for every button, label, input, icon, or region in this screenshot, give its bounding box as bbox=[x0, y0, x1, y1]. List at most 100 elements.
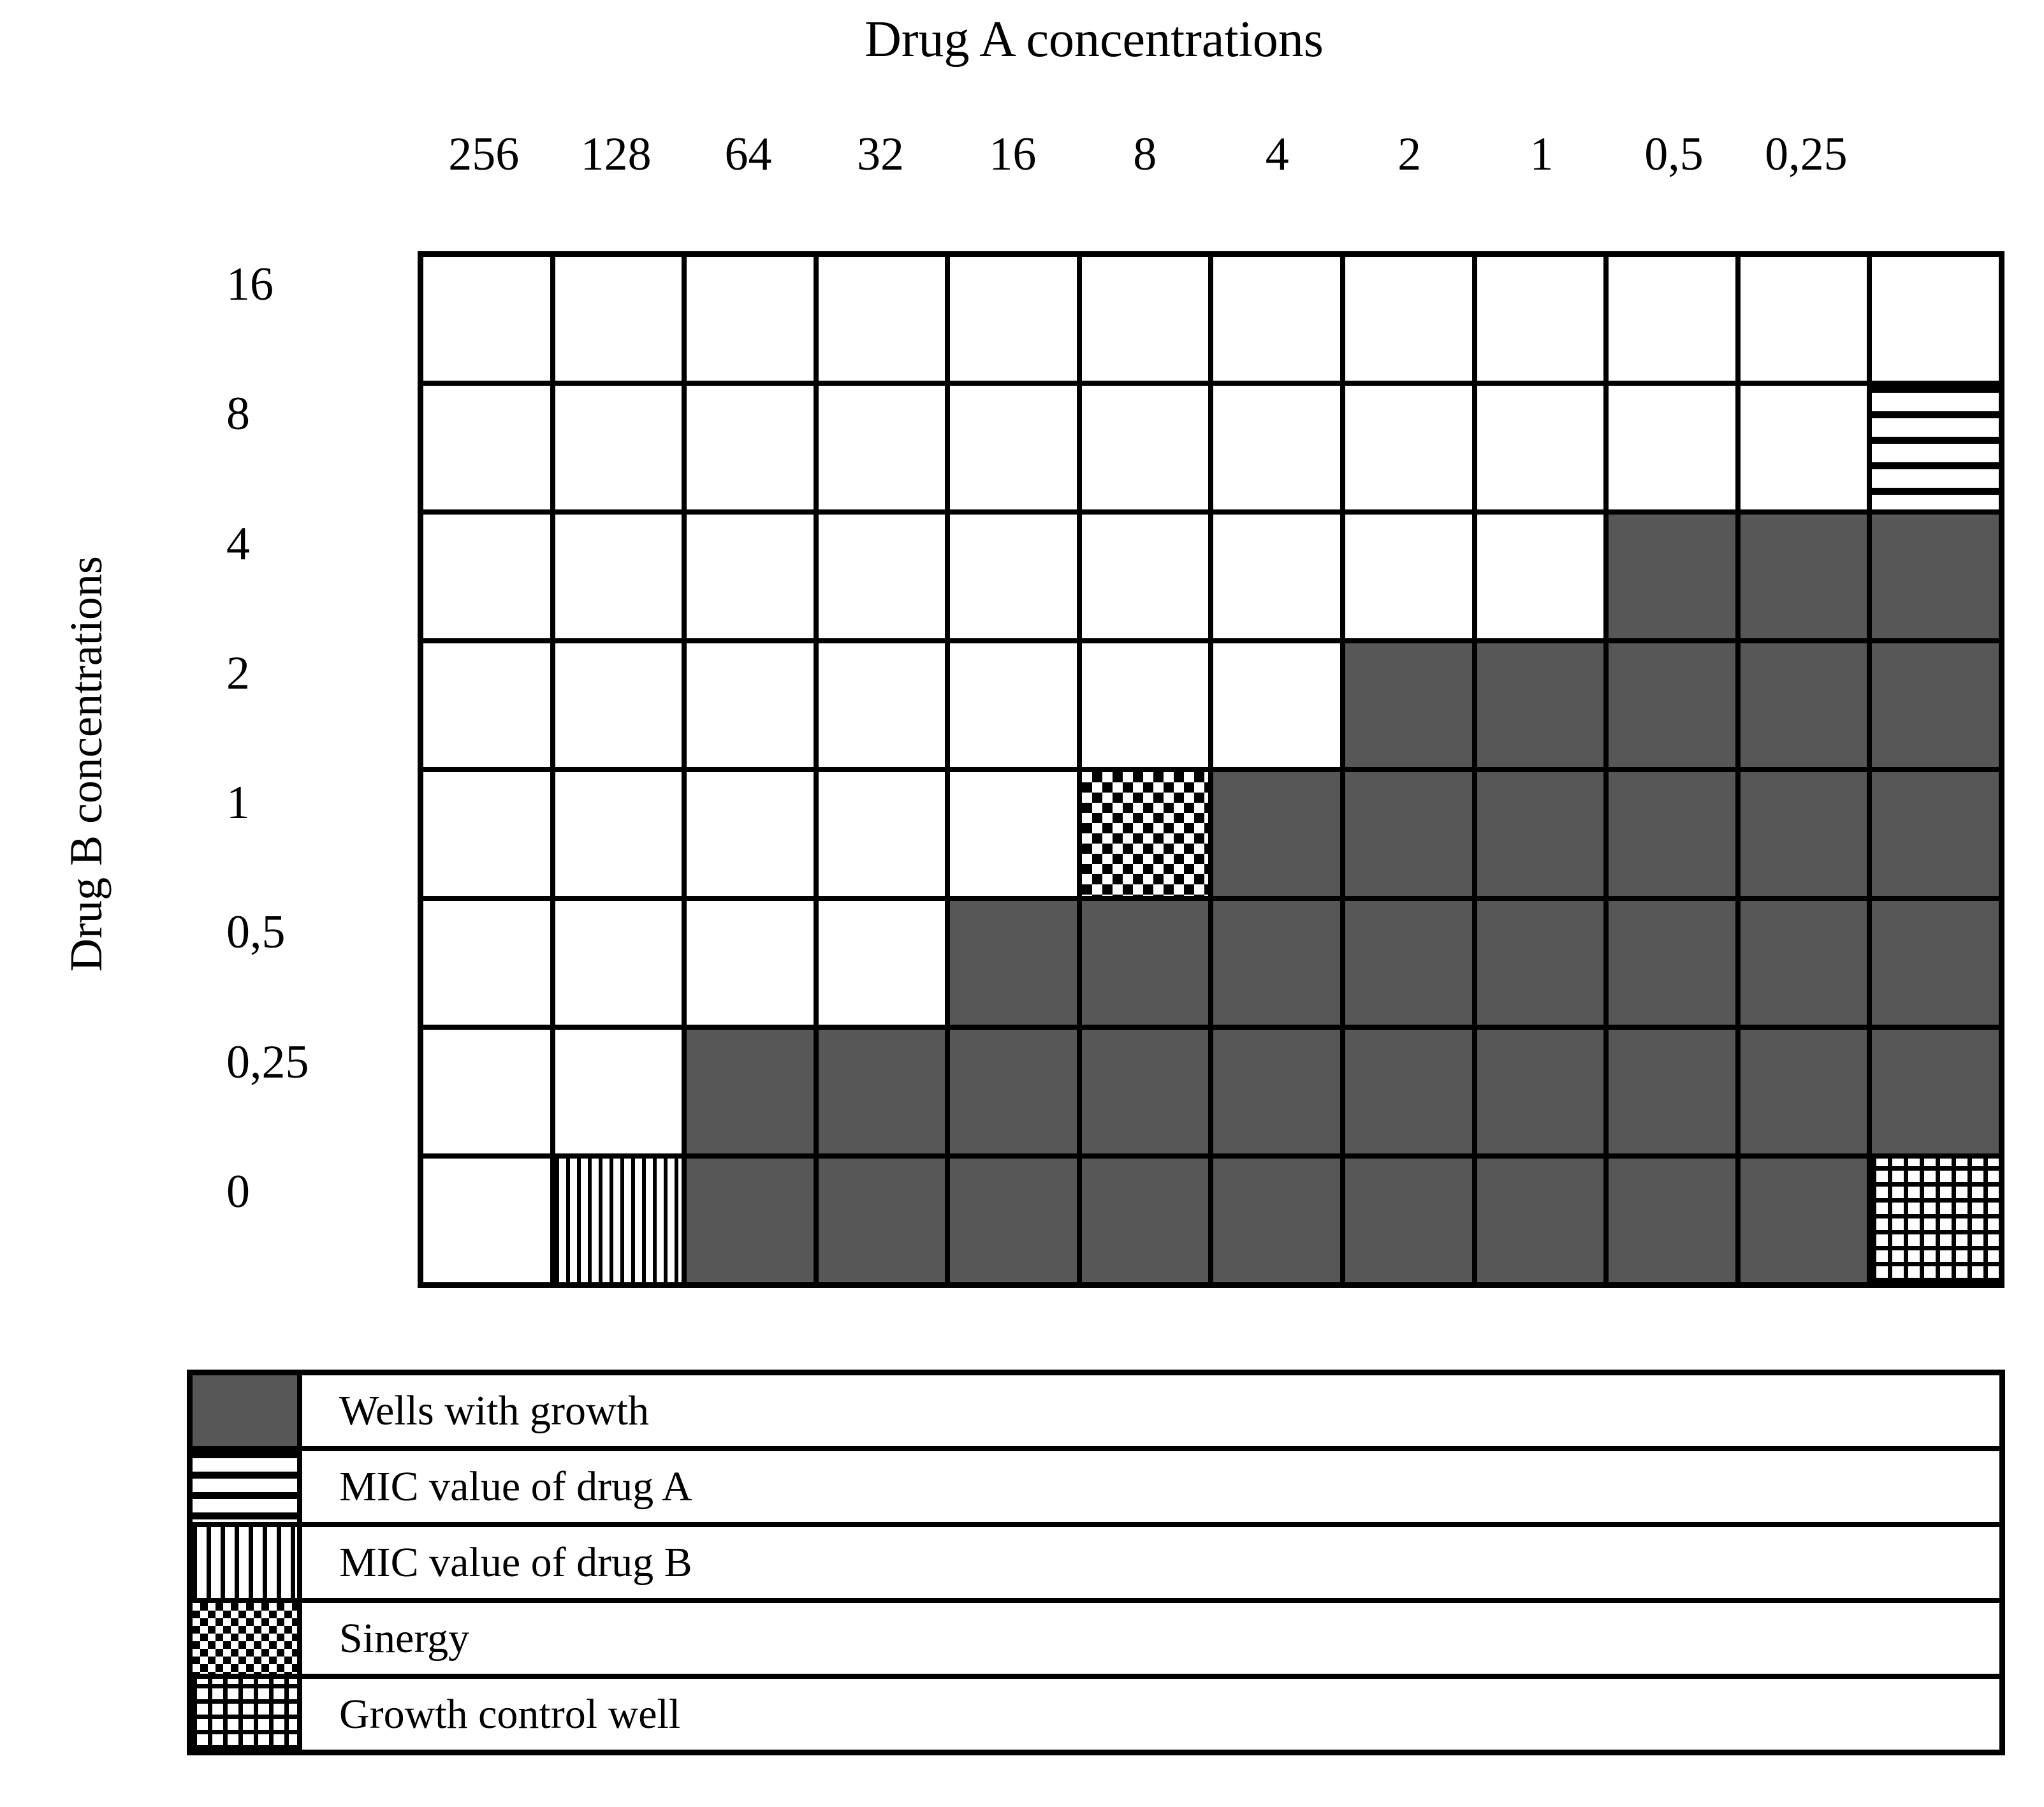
well-cell-empty bbox=[687, 515, 814, 638]
well-cell-empty bbox=[423, 1030, 550, 1153]
legend-label: MIC value of drug A bbox=[302, 1451, 1999, 1522]
well-cell-empty bbox=[1081, 257, 1209, 381]
well-cell-empty bbox=[423, 643, 550, 767]
x-tick-label: 8 bbox=[1133, 128, 1157, 180]
well-cell-growth bbox=[1081, 901, 1209, 1025]
well-cell-empty bbox=[1213, 386, 1341, 509]
well-cell-empty bbox=[1477, 386, 1604, 509]
well-cell-empty bbox=[423, 515, 550, 638]
legend-swatch-mic_a bbox=[193, 1451, 297, 1522]
x-tick-labels: 256 128 64 32 16 8 4 2 1 0,5 0,25 bbox=[418, 118, 2004, 191]
y-tick-label: 4 bbox=[226, 517, 250, 570]
well-cell-empty bbox=[423, 386, 550, 509]
well-cell-empty bbox=[555, 643, 682, 767]
well-cell-growth bbox=[1609, 901, 1735, 1025]
well-cell-growth bbox=[950, 901, 1077, 1025]
y-tick-label: 0 bbox=[226, 1165, 250, 1218]
well-cell-empty bbox=[423, 1159, 550, 1282]
well-cell-growth bbox=[1477, 901, 1604, 1025]
well-cell-empty bbox=[950, 643, 1077, 767]
x-tick-label: 0,25 bbox=[1765, 128, 1848, 180]
well-cell-growth bbox=[1740, 1159, 1867, 1282]
well-cell-empty bbox=[687, 901, 814, 1025]
well-cell-empty bbox=[1345, 515, 1472, 638]
well-cell-growth bbox=[1345, 901, 1472, 1025]
well-cell-empty bbox=[1213, 643, 1341, 767]
well-cell-growth bbox=[1477, 1159, 1604, 1282]
x-tick-label bbox=[1872, 118, 2004, 191]
well-cell-growth bbox=[1609, 643, 1735, 767]
well-cell-empty bbox=[687, 643, 814, 767]
x-tick-label: 4 bbox=[1265, 128, 1289, 180]
x-tick-label: 16 bbox=[989, 128, 1037, 180]
well-cell-growth bbox=[1213, 1159, 1341, 1282]
well-cell-empty bbox=[555, 1030, 682, 1153]
well-cell-empty bbox=[1477, 515, 1604, 638]
well-cell-empty bbox=[555, 386, 682, 509]
well-cell-empty bbox=[818, 643, 945, 767]
well-cell-empty bbox=[818, 901, 945, 1025]
well-cell-mic_a bbox=[1872, 386, 1999, 509]
well-cell-empty bbox=[687, 772, 814, 896]
legend-label: MIC value of drug B bbox=[302, 1527, 1999, 1598]
well-cell-growth bbox=[1081, 1030, 1209, 1153]
legend-label: Wells with growth bbox=[302, 1375, 1999, 1446]
well-cell-empty bbox=[555, 901, 682, 1025]
well-cell-empty bbox=[818, 257, 945, 381]
legend-swatch-sinergy bbox=[193, 1603, 297, 1674]
well-cell-growth bbox=[1213, 1030, 1341, 1153]
x-tick-label: 0,5 bbox=[1644, 128, 1704, 180]
well-cell-empty bbox=[1213, 257, 1341, 381]
well-cell-growth bbox=[1609, 1030, 1735, 1153]
well-cell-empty bbox=[950, 386, 1077, 509]
well-cell-growth bbox=[1740, 772, 1867, 896]
well-cell-empty bbox=[1345, 257, 1472, 381]
well-cell-empty bbox=[555, 515, 682, 638]
y-tick-label: 0,5 bbox=[226, 906, 286, 959]
y-axis-title: Drug B concentrations bbox=[61, 556, 112, 972]
well-cell-empty bbox=[950, 515, 1077, 638]
x-tick-label: 2 bbox=[1398, 128, 1422, 180]
well-cell-empty bbox=[950, 257, 1077, 381]
well-cell-empty bbox=[1872, 257, 1999, 381]
well-cell-growth bbox=[1345, 643, 1472, 767]
well-cell-empty bbox=[1609, 257, 1735, 381]
well-cell-empty bbox=[1345, 386, 1472, 509]
well-cell-growth bbox=[1477, 1030, 1604, 1153]
legend-swatch-growth bbox=[193, 1375, 297, 1446]
well-cell-empty bbox=[555, 257, 682, 381]
well-cell-empty bbox=[818, 772, 945, 896]
well-cell-growth bbox=[1609, 772, 1735, 896]
well-cell-growth bbox=[950, 1030, 1077, 1153]
well-cell-empty bbox=[1740, 386, 1867, 509]
well-cell-empty bbox=[423, 772, 550, 896]
well-cell-growth bbox=[1872, 772, 1999, 896]
well-cell-empty bbox=[1213, 515, 1341, 638]
well-cell-growth bbox=[1740, 1030, 1867, 1153]
legend: Wells with growth MIC value of drug A MIC … bbox=[187, 1370, 2005, 1755]
x-tick-label: 32 bbox=[856, 128, 904, 180]
well-cell-empty bbox=[687, 257, 814, 381]
well-cell-empty bbox=[423, 257, 550, 381]
well-cell-empty bbox=[1609, 386, 1735, 509]
well-cell-growth bbox=[1872, 515, 1999, 638]
well-cell-empty bbox=[1081, 643, 1209, 767]
well-cell-growth bbox=[1345, 772, 1472, 896]
well-cell-empty bbox=[555, 772, 682, 896]
x-tick-label: 64 bbox=[724, 128, 772, 180]
y-tick-label: 1 bbox=[226, 777, 250, 829]
well-cell-growth bbox=[1872, 643, 1999, 767]
well-cell-empty bbox=[1081, 515, 1209, 638]
x-tick-label: 128 bbox=[580, 128, 652, 180]
well-cell-growth bbox=[950, 1159, 1077, 1282]
well-cell-growth bbox=[1345, 1030, 1472, 1153]
well-cell-growth bbox=[1477, 772, 1604, 896]
well-cell-empty bbox=[687, 386, 814, 509]
well-cell-mic_b bbox=[555, 1159, 682, 1282]
legend-swatch-mic_b bbox=[193, 1527, 297, 1598]
legend-label: Growth control well bbox=[302, 1679, 1999, 1750]
y-tick-label: 16 bbox=[226, 258, 274, 311]
y-tick-label: 2 bbox=[226, 647, 250, 699]
well-cell-growth bbox=[1872, 901, 1999, 1025]
